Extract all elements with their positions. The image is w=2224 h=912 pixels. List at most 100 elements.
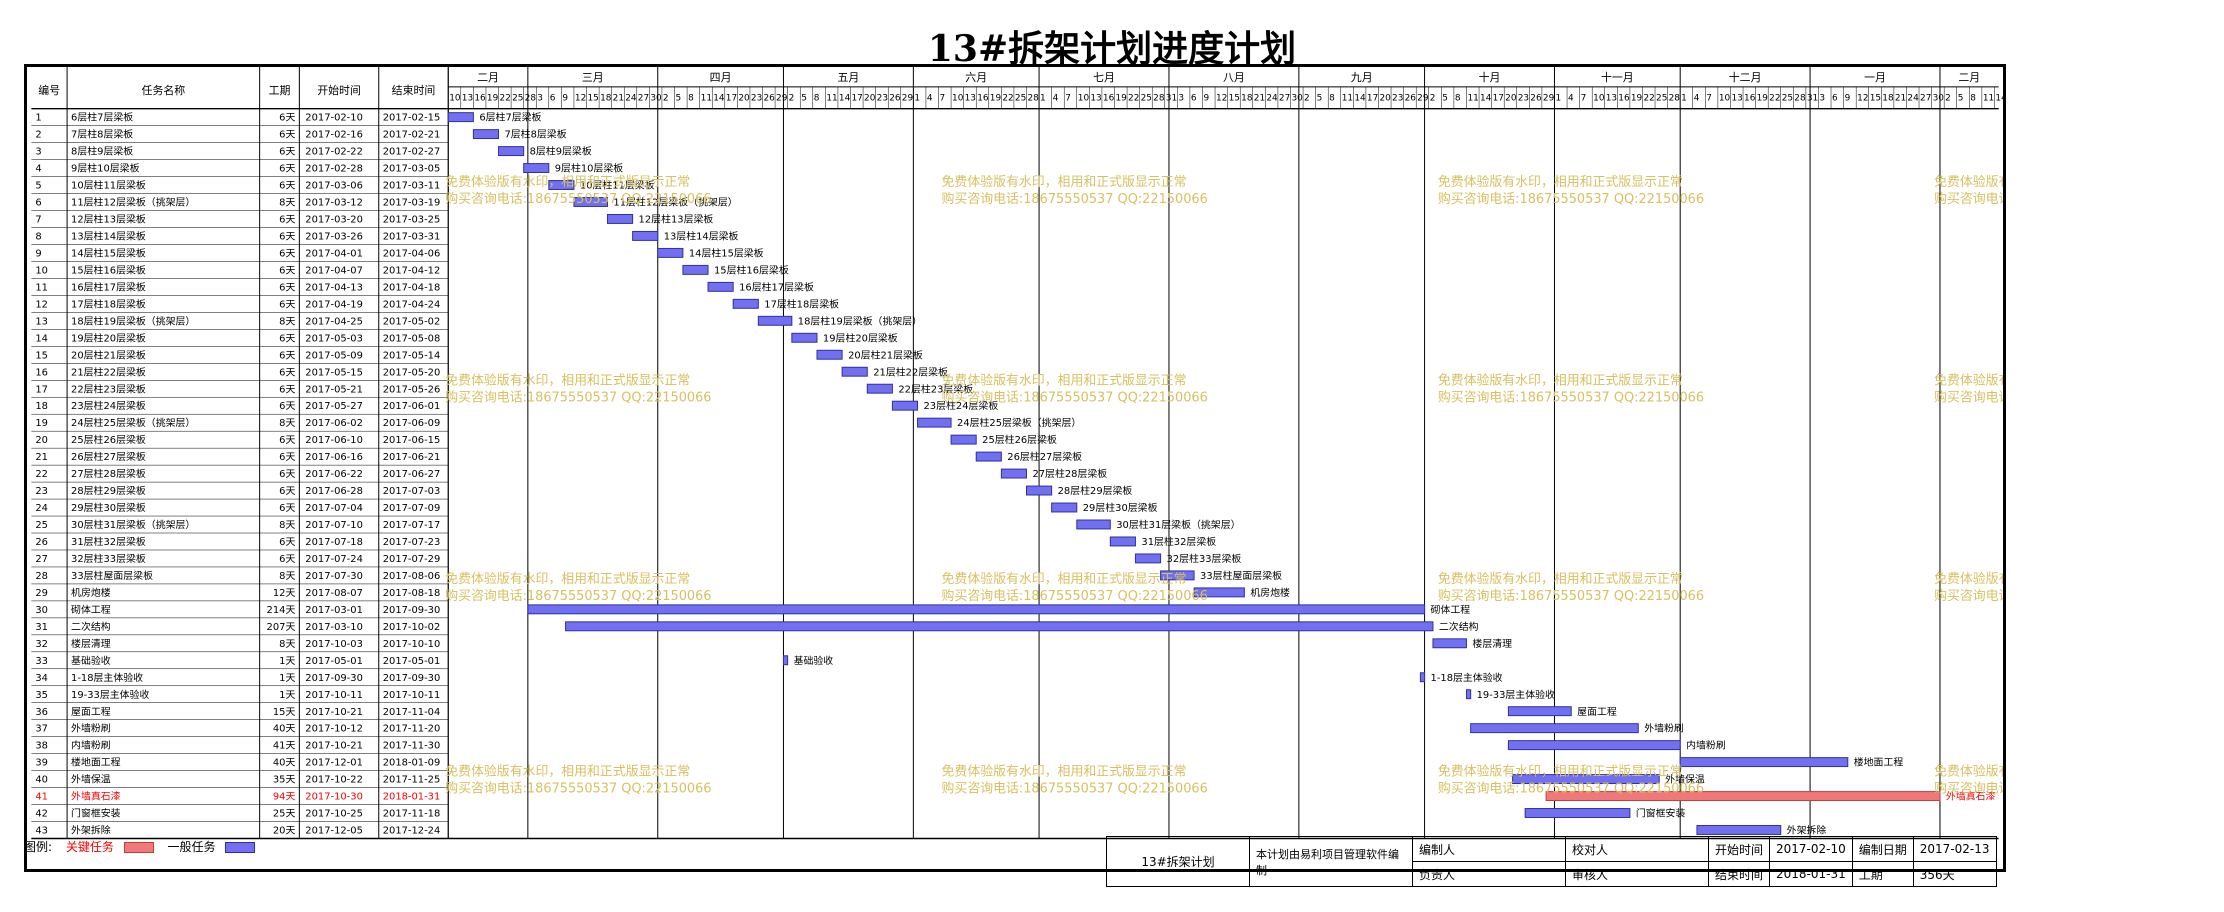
task-duration: 6天 [279,384,295,395]
task-end: 2018-01-31 [383,792,441,803]
task-name: 楼层清理 [71,637,111,650]
col-header-id: 编号 [38,83,60,97]
task-bar [1545,791,1941,802]
task-duration: 6天 [279,130,295,141]
legend-normal-swatch [225,842,256,853]
task-start: 2017-06-22 [305,469,363,480]
task-end: 2017-03-11 [383,181,441,192]
day-tick-label: 28 [1153,94,1165,104]
task-bar [1679,757,1849,768]
task-bar [1193,587,1245,598]
day-tick-label: 11 [701,94,712,104]
task-duration: 6天 [279,435,295,446]
task-duration: 15天 [273,707,296,718]
task-name: 25层柱26层梁板 [71,433,146,446]
task-start: 2017-05-01 [305,656,363,667]
task-name: 27层柱28层梁板 [71,467,146,480]
day-tick-label: 20 [1505,94,1517,104]
day-tick-label: 8 [688,94,694,104]
task-name: 11层柱12层梁板（挑架层） [71,196,195,209]
task-duration: 40天 [273,724,296,735]
task-bar-label: 25层柱26层梁板 [982,433,1057,446]
start-value: 2017-02-10 [1769,836,1853,862]
task-duration: 207天 [267,622,296,633]
task-duration: 6天 [279,215,295,226]
day-tick-label: 2 [789,94,795,104]
task-end: 2017-04-24 [383,299,441,310]
end-label: 结束时间 [1707,861,1771,887]
task-id: 36 [35,707,48,718]
day-tick-label: 8 [1329,94,1335,104]
legend-label: 图例: [24,840,53,854]
day-tick-label: 24 [625,94,637,104]
day-tick-label: 13 [965,94,976,104]
legend: 图例: 关键任务 一般任务 [24,838,256,855]
task-id: 30 [35,605,48,616]
task-duration: 6天 [279,181,295,192]
day-tick-label: 20 [1379,94,1391,104]
task-bar [1076,519,1111,530]
task-end: 2017-04-06 [383,248,441,259]
task-end: 2017-08-18 [383,588,441,599]
task-name: 9层柱10层梁板 [71,162,140,175]
day-tick-label: 29 [1543,94,1555,104]
task-bar [527,604,1426,615]
task-id: 8 [35,232,41,243]
task-start: 2017-10-30 [305,792,363,803]
watermark-line1: 免费体验版有水印，相用和正式版显示正常 [1934,174,2006,190]
task-bar [606,214,634,224]
task-bar-label: 19层柱20层梁板 [823,331,898,344]
day-tick-label: 3 [537,94,543,104]
task-start: 2017-04-19 [305,299,363,310]
task-bar-label: 32层柱33层梁板 [1167,552,1242,565]
task-end: 2017-02-27 [383,147,441,158]
day-tick-label: 21 [613,94,624,104]
task-start: 2017-03-06 [305,181,363,192]
task-duration: 6天 [279,401,295,412]
watermark-line1: 免费体验版有水印，相用和正式版显示正常 [445,174,690,190]
task-bar [1026,485,1053,496]
task-bar-label: 外墙真石漆 [1946,790,1996,803]
watermark-line1: 免费体验版有水印，相用和正式版显示正常 [1438,764,1683,780]
task-bar [565,621,1434,632]
reviewer-label: 审核人 [1565,861,1709,887]
task-bar-label: 30层柱31层梁板（挑架层） [1116,518,1240,531]
task-name: 33层柱屋面层梁板 [71,569,153,582]
task-end: 2017-07-09 [383,503,441,514]
task-bar [891,400,919,411]
task-bar [1465,689,1472,700]
watermark-line1: 免费体验版有水印，相用和正式版显示正常 [445,764,690,780]
task-start: 2017-12-01 [305,758,363,769]
task-end: 2017-11-20 [383,724,441,735]
task-bar [1000,468,1027,479]
task-id: 17 [35,384,48,395]
day-tick-label: 29 [1417,94,1429,104]
day-tick-label: 8 [1455,94,1461,104]
watermark-line1: 免费体验版有水印，相用和正式版显示正常 [445,373,690,389]
task-duration: 6天 [279,248,295,259]
task-start: 2017-07-30 [305,571,363,582]
task-start: 2017-03-01 [305,605,363,616]
task-start: 2017-03-26 [305,232,363,243]
day-tick-label: 23 [877,94,888,104]
task-name: 二次结构 [71,620,111,633]
day-tick-label: 17 [726,94,737,104]
day-tick-label: 9 [562,94,568,104]
task-name: 1-18层主体验收 [71,671,143,684]
task-id: 40 [35,775,48,786]
task-bar [950,434,977,445]
day-tick-label: 10 [1719,94,1731,104]
task-start: 2017-06-28 [305,486,363,497]
task-bar-label: 23层柱24层梁板 [924,399,999,412]
task-bar [1507,706,1572,717]
task-bar-label: 砌体工程 [1431,604,1471,616]
task-name: 30层柱31层梁板（挑架层） [71,518,195,531]
day-tick-label: 22 [500,94,511,104]
date-value: 2017-02-13 [1912,836,1997,862]
watermark-line2: 购买咨询电话:18675550537 QQ:22150066 [942,781,1208,797]
task-end: 2017-12-24 [383,826,441,837]
day-tick-label: 2 [663,94,669,104]
task-bar [1512,774,1660,785]
task-duration: 6天 [279,113,295,124]
